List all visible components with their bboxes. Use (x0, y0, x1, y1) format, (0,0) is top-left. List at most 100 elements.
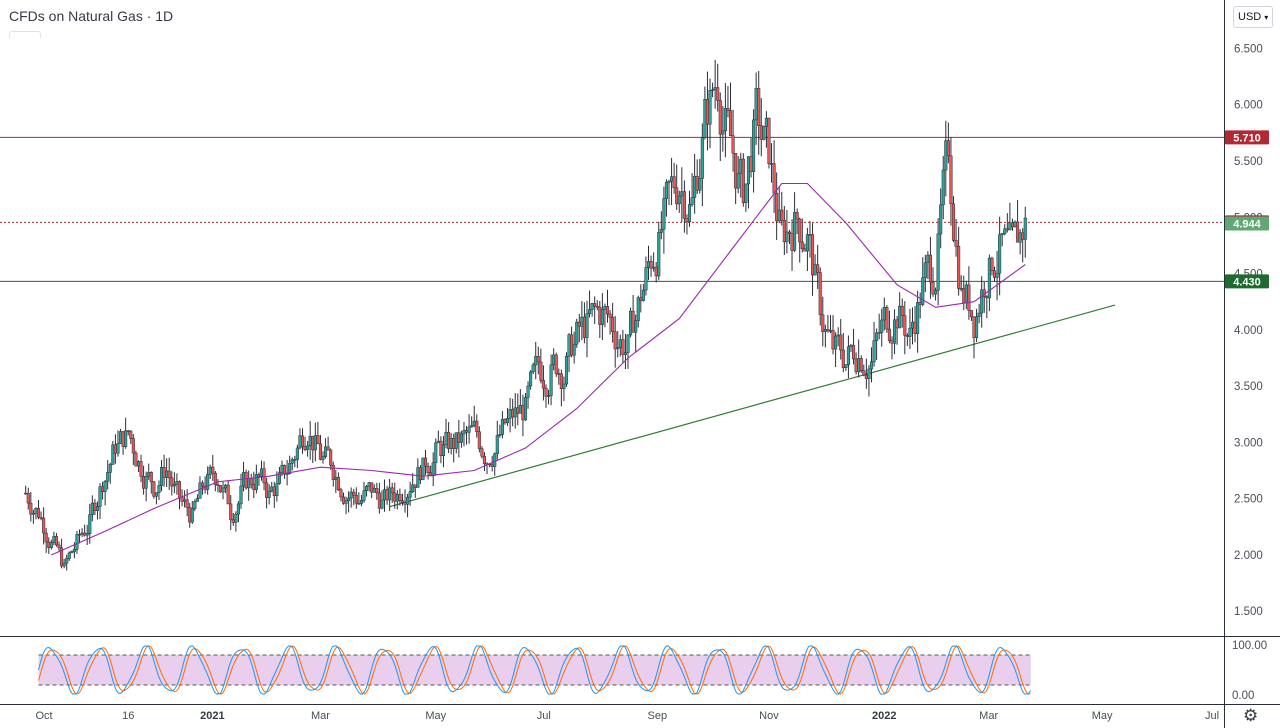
candle-body[interactable] (577, 321, 581, 327)
candle-body[interactable] (193, 501, 197, 509)
candle-body[interactable] (464, 430, 469, 433)
candle-body[interactable] (185, 499, 189, 508)
candle-body[interactable] (377, 492, 381, 509)
candle-body[interactable] (839, 334, 843, 351)
candle-body[interactable] (162, 467, 166, 478)
candle-body[interactable] (1018, 232, 1022, 243)
candle-body[interactable] (121, 431, 125, 447)
candle-body[interactable] (47, 541, 51, 548)
candle-body[interactable] (208, 466, 212, 475)
candle-body[interactable] (744, 183, 748, 203)
candle-body[interactable] (311, 435, 315, 451)
candle-body[interactable] (567, 334, 571, 357)
candle-body[interactable] (946, 140, 950, 157)
candle-body[interactable] (793, 212, 797, 251)
candle-body[interactable] (393, 492, 397, 502)
candle-body[interactable] (626, 334, 630, 353)
candle-body[interactable] (580, 316, 584, 327)
candle-body[interactable] (944, 140, 948, 171)
candle-body[interactable] (800, 241, 804, 250)
candle-body[interactable] (831, 330, 835, 350)
candle-body[interactable] (229, 503, 233, 520)
candle-body[interactable] (844, 364, 848, 368)
candle-body[interactable] (608, 313, 612, 318)
candle-body[interactable] (629, 310, 633, 336)
candle-body[interactable] (728, 110, 733, 136)
candle-body[interactable] (659, 228, 663, 233)
candle-body[interactable] (682, 191, 686, 219)
candle-body[interactable] (754, 88, 758, 121)
candle-body[interactable] (649, 261, 653, 269)
candle-body[interactable] (905, 335, 909, 337)
candle-body[interactable] (695, 175, 699, 191)
candle-body[interactable] (759, 125, 763, 140)
candle-body[interactable] (154, 492, 158, 497)
candle-body[interactable] (857, 358, 861, 373)
candle-body[interactable] (885, 307, 889, 330)
candle-body[interactable] (992, 270, 997, 278)
candle-body[interactable] (916, 302, 920, 334)
candle-body[interactable] (757, 88, 761, 126)
candle-body[interactable] (101, 486, 105, 492)
candle-body[interactable] (585, 313, 589, 338)
candle-body[interactable] (467, 426, 471, 433)
candle-body[interactable] (116, 443, 120, 454)
candle-body[interactable] (900, 305, 904, 316)
candle-body[interactable] (411, 484, 415, 492)
candle-body[interactable] (780, 209, 784, 221)
candle-body[interactable] (1023, 217, 1027, 240)
candle-body[interactable] (554, 354, 558, 374)
candle-body[interactable] (421, 457, 425, 481)
candle-body[interactable] (98, 486, 102, 507)
candle-body[interactable] (910, 321, 915, 329)
candle-body[interactable] (172, 483, 176, 487)
candle-body[interactable] (175, 481, 179, 485)
candle-body[interactable] (859, 358, 863, 371)
candle-body[interactable] (247, 478, 251, 489)
candle-body[interactable] (426, 465, 430, 473)
candle-body[interactable] (380, 499, 384, 509)
candle-body[interactable] (385, 489, 389, 501)
indicator-toggle[interactable] (9, 31, 41, 38)
candle-body[interactable] (398, 494, 402, 501)
candle-body[interactable] (787, 231, 792, 234)
candle-body[interactable] (818, 272, 822, 316)
candle-body[interactable] (903, 315, 907, 336)
candle-body[interactable] (867, 368, 871, 379)
candle-body[interactable] (126, 430, 130, 432)
candle-body[interactable] (167, 470, 171, 479)
candle-body[interactable] (546, 395, 551, 397)
candle-body[interactable] (1021, 232, 1025, 240)
candle-body[interactable] (731, 135, 735, 154)
candle-body[interactable] (803, 248, 807, 252)
candle-body[interactable] (880, 319, 884, 333)
candle-body[interactable] (539, 361, 543, 381)
candle-body[interactable] (741, 158, 745, 203)
candle-body[interactable] (544, 387, 548, 397)
candle-body[interactable] (359, 499, 363, 504)
candle-body[interactable] (144, 476, 148, 489)
candle-body[interactable] (1000, 233, 1004, 235)
candle-body[interactable] (805, 234, 809, 252)
candle-body[interactable] (372, 488, 376, 493)
candle-body[interactable] (472, 420, 476, 426)
candle-body[interactable] (521, 404, 525, 421)
candle-body[interactable] (987, 257, 991, 299)
candle-body[interactable] (444, 431, 448, 446)
candle-body[interactable] (790, 233, 794, 251)
candle-body[interactable] (775, 192, 779, 222)
candle-body[interactable] (854, 358, 858, 373)
candle-body[interactable] (769, 163, 774, 165)
candle-body[interactable] (221, 487, 225, 493)
candle-body[interactable] (995, 272, 999, 278)
candle-body[interactable] (403, 502, 407, 505)
candle-body[interactable] (641, 289, 645, 301)
candle-body[interactable] (470, 425, 474, 428)
candle-body[interactable] (798, 218, 802, 243)
candle-body[interactable] (700, 137, 704, 179)
candle-body[interactable] (390, 487, 394, 494)
candle-body[interactable] (283, 464, 287, 475)
candle-body[interactable] (767, 117, 771, 165)
candle-body[interactable] (762, 126, 766, 140)
candle-body[interactable] (864, 374, 868, 379)
